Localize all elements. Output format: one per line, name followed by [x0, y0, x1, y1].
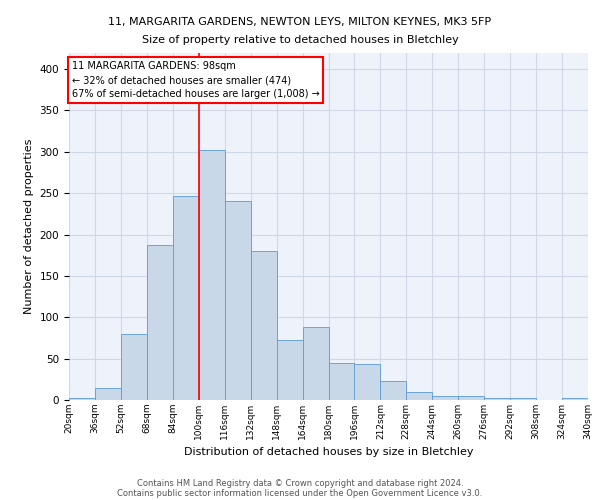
Bar — [484, 398, 510, 400]
Bar — [173, 196, 199, 400]
Bar — [121, 334, 147, 400]
Bar — [458, 396, 484, 400]
X-axis label: Distribution of detached houses by size in Bletchley: Distribution of detached houses by size … — [184, 448, 473, 458]
Bar — [199, 150, 225, 400]
Bar — [251, 251, 277, 400]
Bar — [329, 363, 355, 400]
Bar — [510, 398, 536, 400]
Text: 11, MARGARITA GARDENS, NEWTON LEYS, MILTON KEYNES, MK3 5FP: 11, MARGARITA GARDENS, NEWTON LEYS, MILT… — [109, 18, 491, 28]
Text: Contains HM Land Registry data © Crown copyright and database right 2024.: Contains HM Land Registry data © Crown c… — [137, 478, 463, 488]
Text: Contains public sector information licensed under the Open Government Licence v3: Contains public sector information licen… — [118, 488, 482, 498]
Bar — [225, 202, 251, 400]
Bar — [95, 388, 121, 400]
Bar — [406, 392, 432, 400]
Text: Size of property relative to detached houses in Bletchley: Size of property relative to detached ho… — [142, 35, 458, 45]
Bar — [380, 381, 406, 400]
Y-axis label: Number of detached properties: Number of detached properties — [24, 138, 34, 314]
Bar — [277, 340, 302, 400]
Text: 11 MARGARITA GARDENS: 98sqm
← 32% of detached houses are smaller (474)
67% of se: 11 MARGARITA GARDENS: 98sqm ← 32% of det… — [71, 61, 319, 99]
Bar — [147, 246, 173, 400]
Bar — [302, 327, 329, 400]
Bar — [355, 364, 380, 400]
Bar — [433, 396, 458, 400]
Bar — [69, 398, 95, 400]
Bar — [562, 398, 588, 400]
